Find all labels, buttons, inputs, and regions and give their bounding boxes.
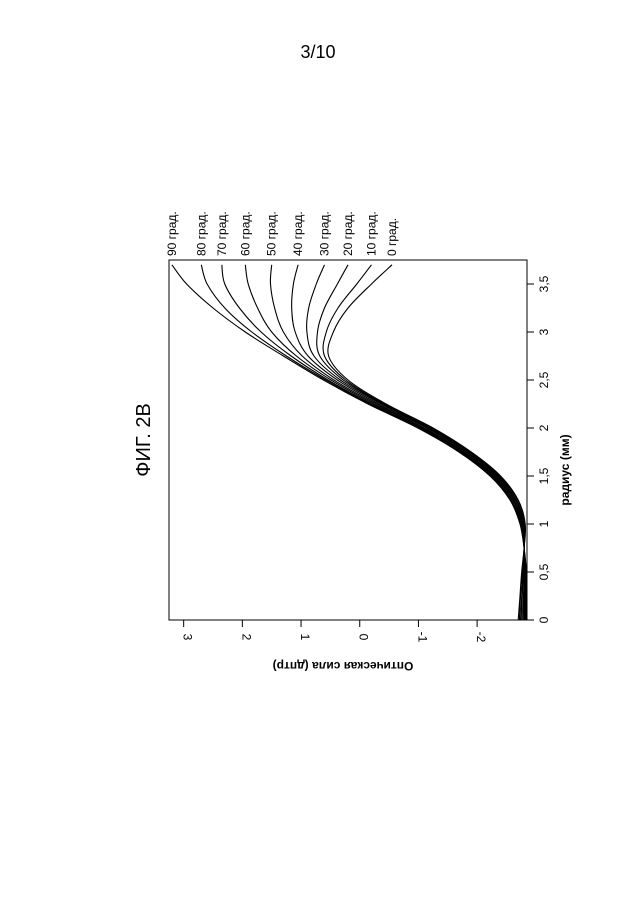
series-line-1 bbox=[323, 265, 525, 620]
x-axis-label: радиус (мм) bbox=[558, 434, 572, 505]
y-tick-label: -2 bbox=[474, 632, 488, 643]
y-tick-label: 3 bbox=[181, 634, 195, 641]
x-tick-label: 3,5 bbox=[537, 275, 551, 292]
y-axis-label: Оптическая сила (дптр) bbox=[273, 659, 414, 673]
series-label: 10 град. bbox=[364, 211, 378, 256]
series-label: 30 град. bbox=[318, 211, 332, 256]
plot-frame bbox=[169, 260, 527, 620]
x-tick-label: 1 bbox=[537, 520, 551, 527]
x-tick-label: 1,5 bbox=[537, 467, 551, 484]
x-tick-label: 2,5 bbox=[537, 371, 551, 388]
series-label: 40 град. bbox=[291, 211, 305, 256]
series-label: 0 град. bbox=[385, 218, 399, 256]
series-line-7 bbox=[222, 265, 525, 620]
x-tick-label: 2 bbox=[537, 424, 551, 431]
y-tick-label: 0 bbox=[357, 634, 371, 641]
x-tick-label: 3 bbox=[537, 328, 551, 335]
series-line-2 bbox=[317, 265, 525, 620]
series-line-6 bbox=[245, 265, 524, 620]
y-tick-label: 2 bbox=[239, 634, 253, 641]
x-tick-label: 0 bbox=[537, 616, 551, 623]
series-line-8 bbox=[201, 265, 526, 620]
y-tick-label: 1 bbox=[298, 634, 312, 641]
series-line-3 bbox=[307, 265, 525, 620]
series-line-5 bbox=[270, 265, 524, 620]
series-label: 80 град. bbox=[194, 211, 208, 256]
series-label: 60 град. bbox=[238, 211, 252, 256]
chart-title: ФИГ. 2В bbox=[133, 403, 155, 477]
series-label: 50 град. bbox=[265, 211, 279, 256]
series-line-9 bbox=[172, 265, 527, 620]
x-tick-label: 0,5 bbox=[537, 563, 551, 580]
y-tick-label: -1 bbox=[415, 632, 429, 643]
series-label: 90 град. bbox=[165, 211, 179, 256]
series-line-4 bbox=[292, 265, 525, 620]
series-label: 20 град. bbox=[341, 211, 355, 256]
series-label: 70 град. bbox=[215, 211, 229, 256]
series-line-0 bbox=[328, 265, 526, 620]
